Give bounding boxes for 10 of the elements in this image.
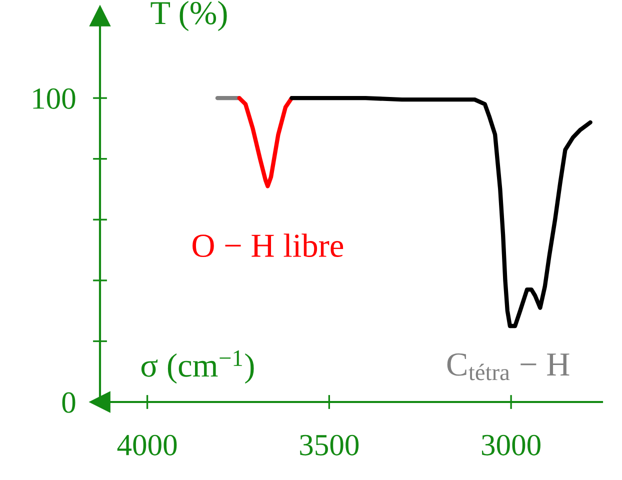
- annotation: C$_{tétra}$ − H: [447, 353, 570, 380]
- line-series: [237, 96, 294, 188]
- annotation: O − H libre: [192, 234, 344, 258]
- y-tick-label: 0: [62, 392, 76, 413]
- x-tick-label: 3500: [300, 434, 359, 456]
- y-tick-label: 100: [33, 88, 76, 109]
- x-axis-title: σ (cm$^{−1}$): [141, 350, 254, 384]
- x-tick-label: 3000: [482, 434, 540, 456]
- y-axis-title: T (%): [150, 0, 227, 32]
- x-tick-label: 4000: [117, 434, 177, 456]
